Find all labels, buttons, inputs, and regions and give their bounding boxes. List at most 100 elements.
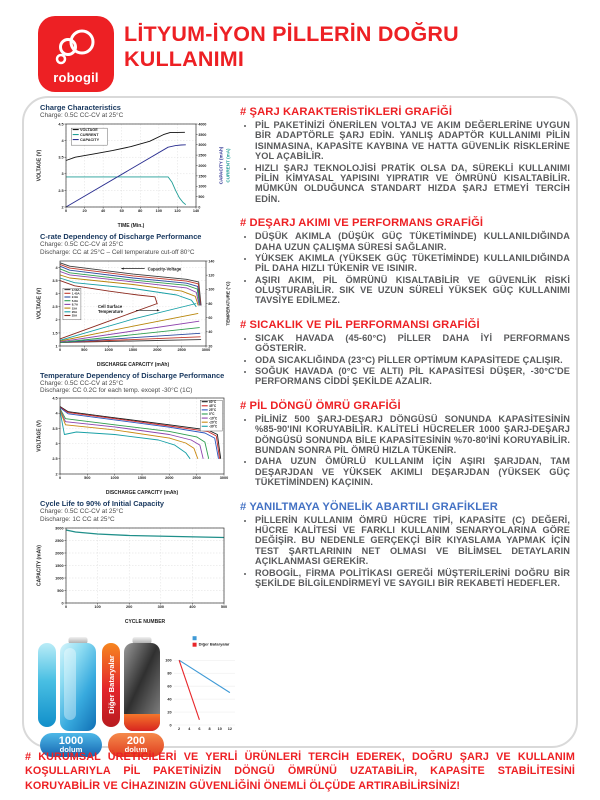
svg-text:60: 60 [208, 316, 212, 320]
svg-text:2000: 2000 [198, 164, 206, 168]
bullet-item: ROBOGİL, FİRMA POLİTİKASI GEREĞİ MÜŞTERİ… [255, 568, 570, 589]
svg-text:120: 120 [174, 210, 180, 214]
svg-text:3000: 3000 [55, 526, 63, 530]
other-batteries-banner: Diğer Bataryalar [102, 642, 120, 727]
svg-text:5.8A: 5.8A [72, 299, 79, 303]
svg-text:140: 140 [193, 210, 199, 214]
svg-text:500: 500 [198, 195, 204, 199]
svg-text:2: 2 [55, 318, 57, 322]
bullet-item: ODA SICAKLIĞINDA (23°C) PİLLER OPTİMUM K… [255, 355, 570, 365]
cycle-unit: dolum [59, 744, 83, 754]
bullet-list: PİLİNİZ 500 ŞARJ-DEŞARJ DÖNGÜSÜ SONUNDA … [240, 414, 570, 488]
svg-text:Capacity-Voltage: Capacity-Voltage [148, 266, 182, 271]
full-battery-illustration [60, 636, 96, 733]
battery-cap [132, 636, 152, 644]
svg-text:200: 200 [126, 605, 132, 609]
chart-panel-temperature: Temperature Dependency of Discharge Perf… [36, 370, 240, 496]
svg-text:1000: 1000 [104, 348, 112, 352]
cycle-count: 200 [126, 734, 146, 747]
svg-text:0°C: 0°C [209, 412, 215, 416]
battery-comparison-panel: Diğer Bataryalar 2 4 6 8 10 12 0 20 40 60 80 100 Diğ… [36, 631, 240, 757]
svg-text:10: 10 [218, 727, 222, 731]
svg-text:80: 80 [138, 210, 142, 214]
svg-text:500: 500 [84, 476, 90, 480]
chart-title: Temperature Dependency of Discharge Perf… [40, 370, 225, 380]
svg-text:2500: 2500 [192, 476, 200, 480]
depleted-battery-illustration [124, 636, 160, 733]
svg-text:Temperature: Temperature [98, 309, 124, 314]
svg-text:CAPACITY: CAPACITY [80, 138, 100, 142]
svg-text:4: 4 [188, 727, 191, 731]
svg-text:0.58A: 0.58A [72, 288, 81, 292]
svg-text:TEMPERATURE (°C): TEMPERATURE (°C) [226, 281, 231, 326]
svg-text:0: 0 [169, 723, 171, 727]
bullet-item: YÜKSEK AKIMLA (YÜKSEK GÜÇ TÜKETİMİNDE) K… [255, 253, 570, 274]
svg-text:-30°C: -30°C [209, 425, 218, 429]
svg-text:4: 4 [61, 139, 64, 143]
svg-text:CURRENT: CURRENT [80, 133, 99, 137]
svg-text:2000: 2000 [165, 476, 173, 480]
svg-text:8.7A: 8.7A [72, 302, 79, 306]
svg-text:2: 2 [178, 727, 180, 731]
text-column: # ŞARJ KARAKTERİSTİKLERİ GRAFİĞİ PİL PAK… [240, 106, 570, 601]
svg-text:20: 20 [208, 344, 212, 348]
bullet-item: SOĞUK HAVADA (0°C VE ALTI) PİL KAPASİTES… [255, 366, 570, 387]
svg-text:-20°C: -20°C [209, 421, 218, 425]
chart-subtitle: Charge: 0.5C CC-CV at 25°C [40, 241, 124, 249]
charge-characteristics-chart: 0 20 40 60 80 100 120 140 2 2.5 3 3.5 4 4.5 0 500 1000 15… [37, 123, 231, 230]
blue-battery-bar [38, 642, 56, 727]
svg-text:2500: 2500 [198, 154, 206, 158]
svg-text:2: 2 [61, 206, 63, 210]
svg-text:4.5: 4.5 [52, 397, 57, 401]
cycle-life-chart: 0 100 200 300 400 500 0 500 1000 1500 2000 2500 3000… [37, 526, 228, 625]
svg-text:6: 6 [198, 727, 200, 731]
svg-text:45°C: 45°C [209, 404, 217, 408]
section-heading: # DEŞARJ AKIMI VE PERFORMANS GRAFİĞİ [240, 217, 484, 230]
chart-subtitle: Charge: 0.5C CC-CV at 25°C [40, 112, 124, 120]
bullet-item: AŞIRI AKIM, PİL ÖMRÜNÜ KISALTABİLİR VE G… [255, 275, 570, 306]
footer-text: # KURUMSAL ÜRETİCİLERİ VE YERLİ ÜRÜNLERİ… [25, 751, 575, 792]
svg-text:20A: 20A [72, 310, 78, 314]
svg-text:300: 300 [158, 605, 164, 609]
svg-text:1500: 1500 [198, 175, 206, 179]
bullet-item: HIZLI ŞARJ TEKNOLOJİSİ PRATİK OLSA DA, S… [255, 163, 570, 205]
svg-text:40: 40 [208, 330, 212, 334]
low-charge-level [124, 713, 160, 731]
svg-text:1: 1 [55, 344, 57, 348]
other-battery-cycles-label: 200 dolum [108, 732, 164, 757]
svg-text:0: 0 [65, 605, 67, 609]
svg-text:3: 3 [55, 442, 57, 446]
chart-title: Charge Characteristics [40, 103, 121, 112]
svg-text:40: 40 [167, 697, 171, 701]
svg-text:100: 100 [165, 658, 171, 662]
chart-panel-charge: Charge Characteristics Charge: 0.5C CC-C… [36, 103, 240, 230]
svg-text:100: 100 [94, 605, 100, 609]
charts-column: Charge Characteristics Charge: 0.5C CC-C… [36, 103, 240, 757]
section-heading: # PİL DÖNGÜ ÖMRÜ GRAFİĞİ [240, 399, 401, 412]
svg-text:3000: 3000 [220, 476, 228, 480]
bullet-item: PİLİNİZ 500 ŞARJ-DEŞARJ DÖNGÜSÜ SONUNDA … [255, 414, 570, 456]
svg-text:0: 0 [59, 476, 61, 480]
svg-text:25A: 25A [72, 313, 78, 317]
svg-text:2: 2 [55, 473, 57, 477]
chart-subtitle: Charge: 0.5C CC-CV at 25°C [40, 379, 124, 387]
bullet-list: PİLLERİN KULLANIM ÖMRÜ HÜCRE TİPİ, KAPAS… [240, 515, 570, 589]
svg-text:VOLTAGE (V): VOLTAGE (V) [37, 287, 43, 319]
svg-text:20: 20 [167, 710, 171, 714]
section-desarj-akimi: # DEŞARJ AKIMI VE PERFORMANS GRAFİĞİ DÜŞ… [240, 217, 570, 306]
svg-text:4.5: 4.5 [58, 123, 63, 127]
svg-text:VOLTAGE: VOLTAGE [80, 128, 98, 132]
svg-text:Cell Surface: Cell Surface [98, 304, 123, 309]
svg-text:Diğer Bataryalar: Diğer Bataryalar [199, 641, 230, 646]
section-dongu-omru: # PİL DÖNGÜ ÖMRÜ GRAFİĞİ PİLİNİZ 500 ŞAR… [240, 400, 570, 488]
svg-text:500: 500 [221, 605, 227, 609]
cycle-count: 1000 [58, 734, 84, 747]
svg-text:3000: 3000 [198, 143, 206, 147]
svg-text:1000: 1000 [198, 185, 206, 189]
svg-text:2500: 2500 [177, 348, 185, 352]
content-frame: Charge Characteristics Charge: 0.5C CC-C… [22, 96, 578, 757]
svg-text:2.9A: 2.9A [72, 295, 79, 299]
svg-text:20: 20 [82, 210, 86, 214]
svg-text:3.5: 3.5 [52, 279, 57, 283]
